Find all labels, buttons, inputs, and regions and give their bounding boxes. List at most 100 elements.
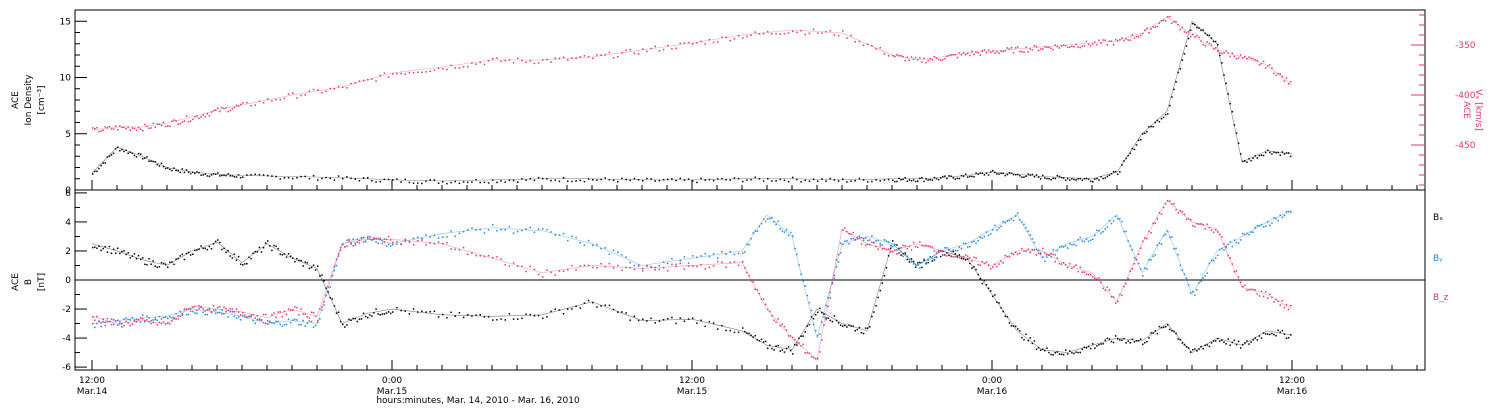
- velocity-point: [867, 43, 869, 46]
- by-point: [1000, 225, 1002, 228]
- density-point: [1181, 59, 1184, 61]
- bz-point: [848, 233, 850, 235]
- velocity-point: [604, 54, 606, 56]
- by-point: [871, 235, 873, 237]
- bz-point: [829, 297, 831, 299]
- bx-point: [500, 318, 502, 320]
- bz-point: [500, 258, 502, 260]
- by-point: [608, 253, 611, 255]
- by-point: [969, 245, 971, 248]
- bz-point: [625, 266, 627, 269]
- by-point: [333, 269, 336, 272]
- bz-point: [692, 265, 694, 267]
- bz-point: [819, 351, 821, 353]
- bz-point: [1108, 289, 1111, 291]
- density-point: [1264, 151, 1267, 154]
- bx-point: [798, 337, 800, 340]
- by-point: [1173, 248, 1175, 250]
- velocity-line: [91, 16, 1293, 131]
- velocity-point: [1083, 45, 1086, 47]
- bz-point: [844, 227, 846, 229]
- by-point: [692, 255, 694, 257]
- density-point: [296, 177, 298, 179]
- velocity-point: [1248, 56, 1250, 58]
- by-point: [658, 264, 661, 267]
- velocity-point: [554, 57, 556, 60]
- by-point: [360, 237, 363, 240]
- bx-point: [1019, 330, 1021, 332]
- bz-point: [1106, 286, 1109, 288]
- by-point: [1208, 262, 1211, 265]
- by-point: [542, 227, 544, 230]
- by-point: [1150, 259, 1152, 261]
- by-point: [275, 320, 277, 323]
- by-point: [864, 237, 867, 239]
- bz-point: [1233, 270, 1236, 273]
- bx-point: [139, 258, 142, 260]
- velocity-point: [442, 67, 444, 70]
- bx-point: [1212, 340, 1215, 342]
- velocity-point: [1050, 47, 1052, 50]
- bz-point: [150, 322, 152, 325]
- bx-point: [700, 319, 702, 322]
- density-point: [279, 178, 281, 180]
- bx-point: [583, 302, 586, 304]
- velocity-point: [817, 32, 819, 34]
- velocity-point: [1123, 39, 1125, 42]
- by-point: [1225, 247, 1227, 249]
- bz-point: [827, 305, 829, 308]
- bz-point: [1019, 252, 1021, 255]
- by-point: [462, 230, 465, 233]
- density-point: [1035, 174, 1038, 176]
- bz-point: [1127, 277, 1129, 280]
- density-point: [1121, 164, 1123, 166]
- density-point: [571, 180, 573, 183]
- bx-point: [1062, 353, 1065, 356]
- bx-point: [1119, 339, 1121, 341]
- bz-point: [1185, 218, 1188, 221]
- velocity-point: [954, 53, 956, 56]
- density-point: [337, 175, 340, 177]
- density-point: [1237, 142, 1240, 145]
- bx-point: [608, 304, 611, 307]
- bx-point: [994, 294, 996, 296]
- velocity-point: [1281, 75, 1284, 78]
- by-point: [1162, 234, 1165, 237]
- velocity-point: [242, 102, 244, 104]
- velocity-point: [412, 71, 415, 74]
- by-point: [754, 230, 756, 232]
- bz-point: [750, 280, 752, 282]
- legend-by: Bᵧ: [1433, 254, 1443, 264]
- density-point: [1037, 176, 1040, 178]
- by-point: [904, 253, 906, 256]
- by-point: [744, 251, 746, 253]
- by-point: [358, 242, 361, 244]
- bx-point: [975, 268, 977, 271]
- bz-point: [667, 270, 669, 272]
- bx-point: [1083, 346, 1086, 349]
- bx-point: [1129, 342, 1131, 344]
- by-point: [760, 222, 763, 225]
- bx-point: [760, 338, 763, 341]
- by-point: [779, 228, 781, 230]
- bx-point: [504, 319, 506, 321]
- by-point: [550, 231, 552, 233]
- velocity-point: [129, 129, 131, 131]
- bz-point: [967, 255, 969, 257]
- velocity-point: [1167, 16, 1169, 18]
- velocity-point: [102, 129, 104, 131]
- density-point: [846, 181, 848, 183]
- bx-point: [275, 245, 277, 248]
- by-point: [362, 236, 365, 239]
- bx-point: [142, 257, 144, 259]
- by-point: [254, 322, 256, 325]
- density-point: [842, 178, 844, 180]
- bz-point: [1239, 281, 1242, 284]
- bz-point: [1067, 266, 1069, 269]
- bz-point: [237, 311, 240, 313]
- velocity-point: [156, 123, 159, 125]
- density-point: [287, 177, 290, 179]
- velocity-point: [200, 116, 202, 118]
- by-point: [617, 251, 619, 253]
